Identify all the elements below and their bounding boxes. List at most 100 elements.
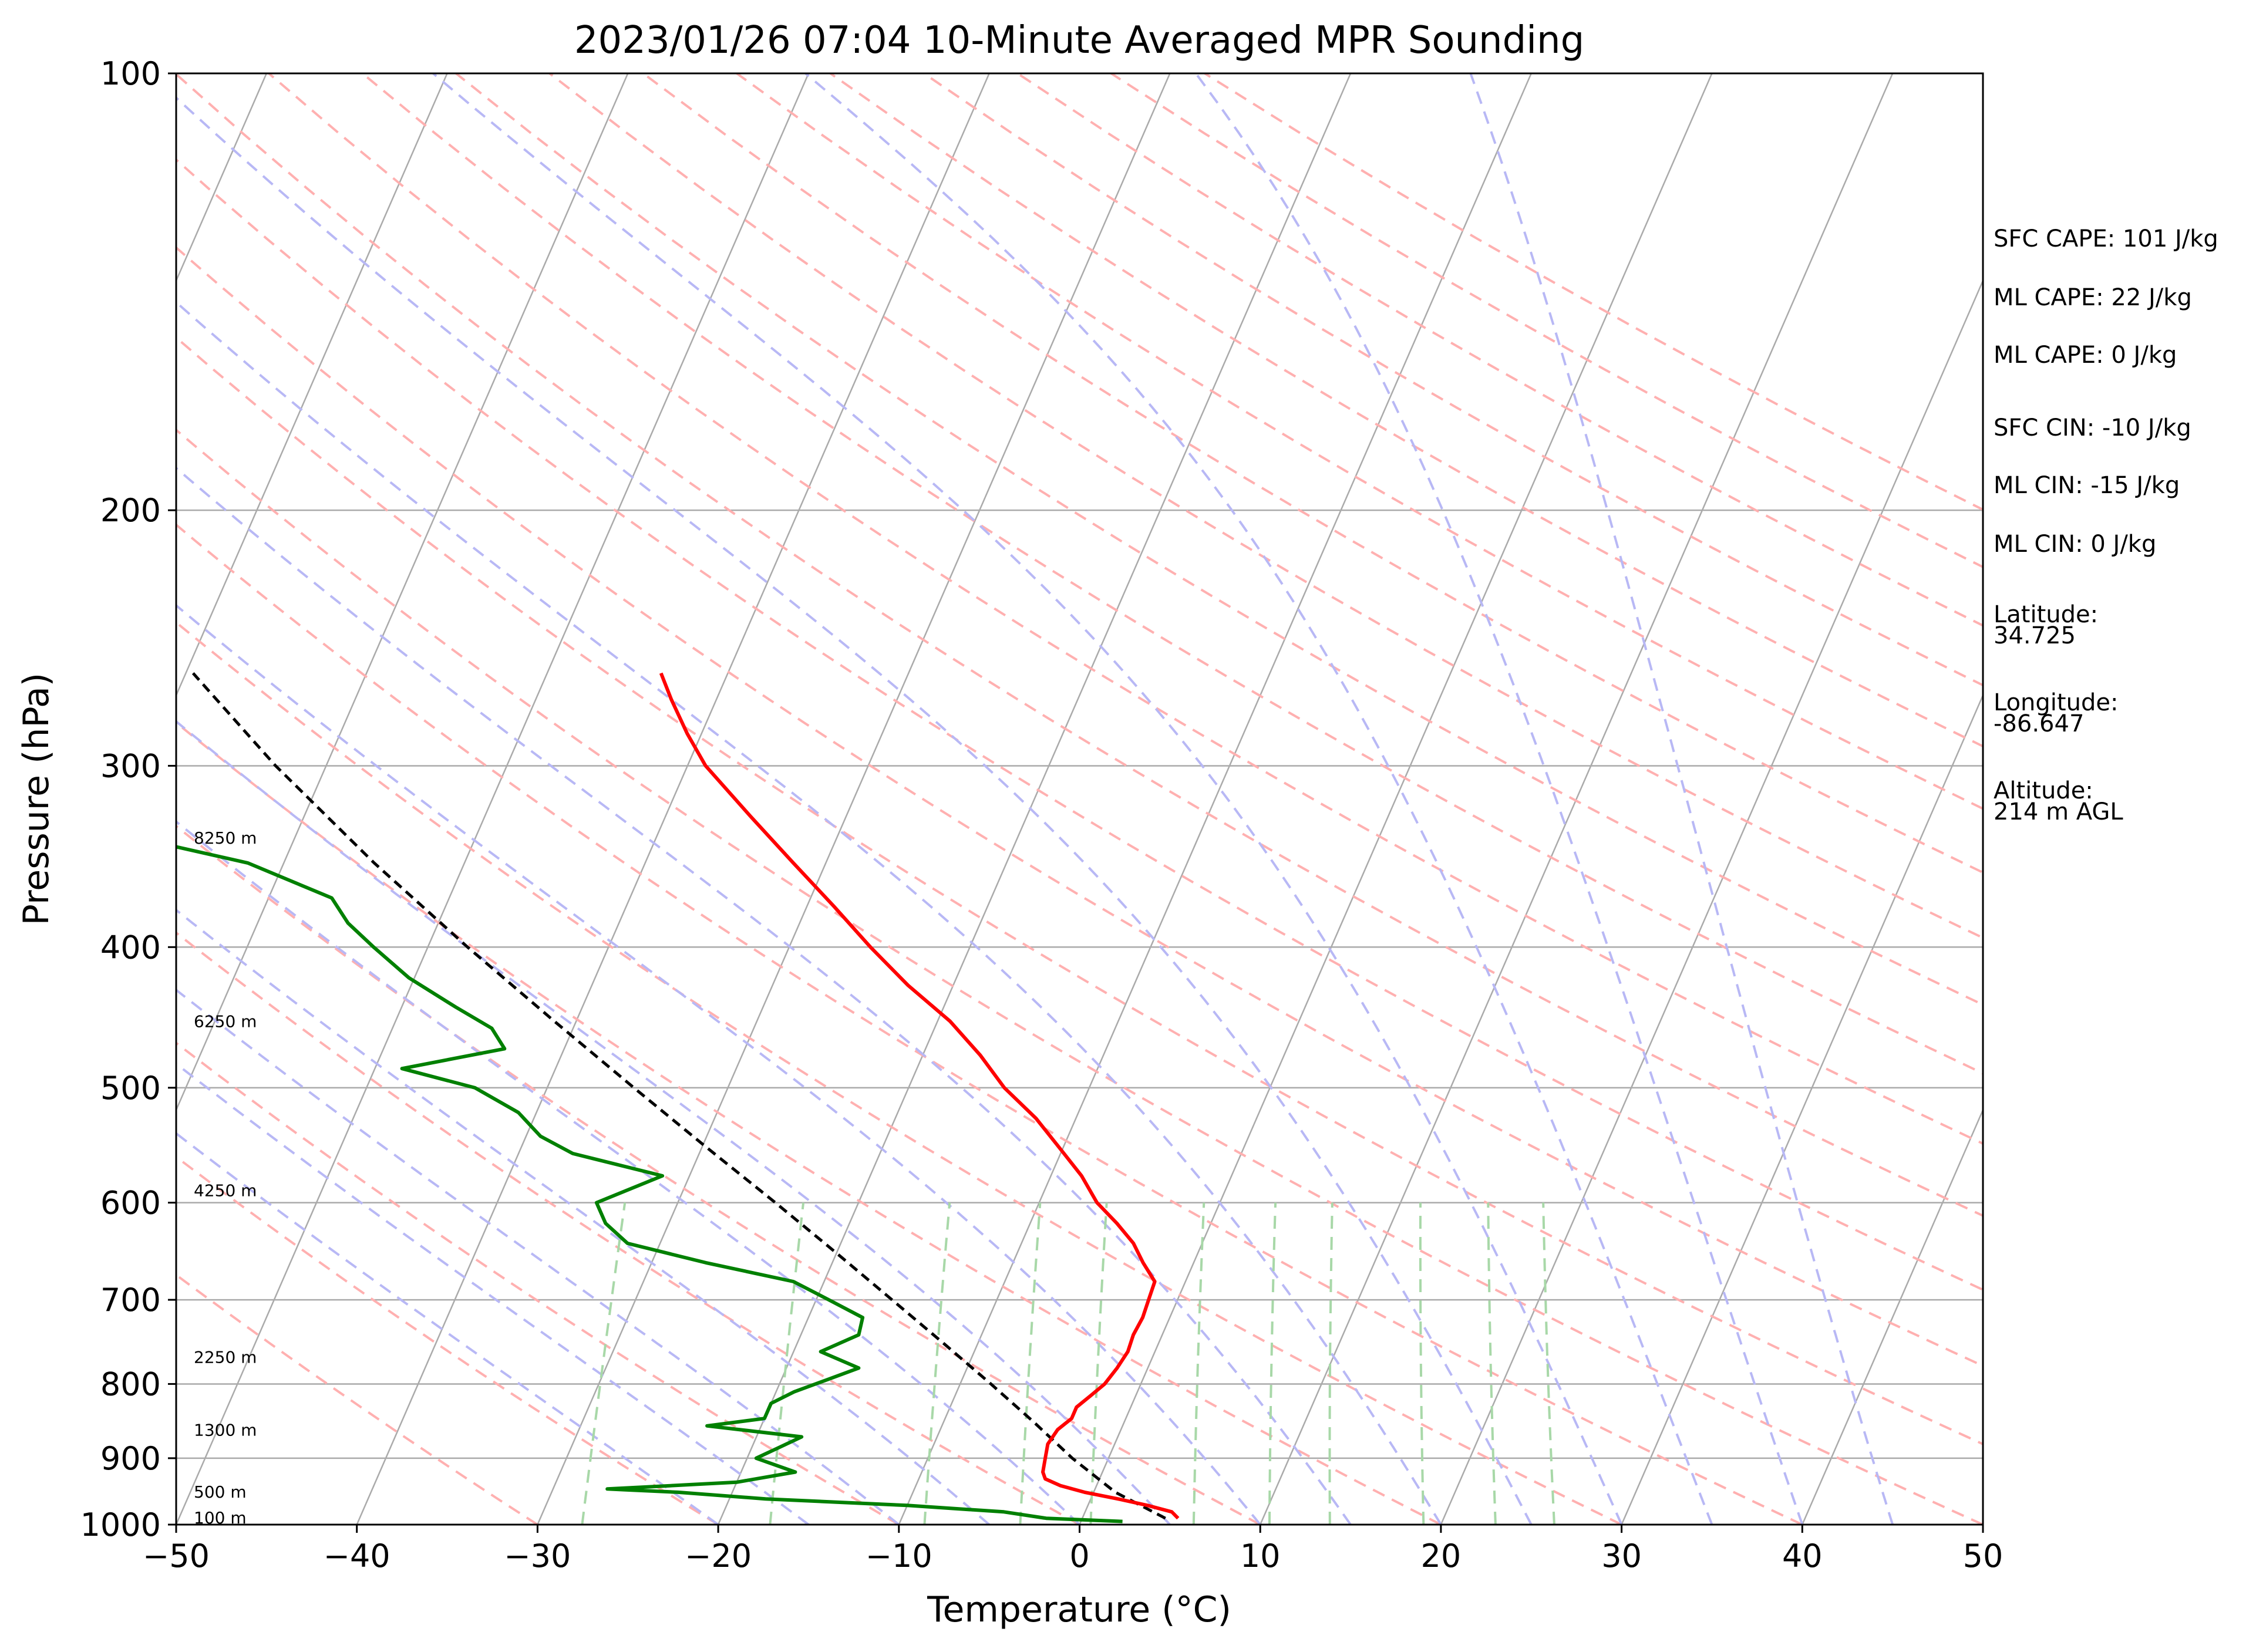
moist-adiabat <box>176 988 900 1525</box>
annotation-line: Latitude: <box>1994 601 2098 628</box>
x-axis-label: Temperature (°C) <box>927 1589 1231 1630</box>
isotherm-line <box>1802 1108 1983 1525</box>
dewpoint-line <box>176 845 1123 1523</box>
annotation-line: SFC CIN: -10 J/kg <box>1994 414 2191 441</box>
x-tick-label: −40 <box>324 1538 390 1575</box>
dry-adiabat <box>642 73 1983 874</box>
annotation-text: Altitude: 214 m AGL <box>1994 777 2123 825</box>
moist-adiabat <box>176 820 1080 1525</box>
mixing-ratio-line <box>1328 1202 1334 1525</box>
y-tick-label: 900 <box>100 1440 161 1477</box>
dry-adiabat <box>176 1155 719 1525</box>
moist-adiabat <box>176 1132 719 1525</box>
dry-adiabat <box>176 158 1983 1292</box>
moist-adiabat <box>432 73 1623 1525</box>
y-tick-label: 700 <box>100 1282 161 1319</box>
y-axis-label: Pressure (hPa) <box>16 673 57 925</box>
mixing-ratio-line <box>1487 1202 1497 1525</box>
annotation-text: ML CAPE: 22 J/kg <box>1994 284 2192 311</box>
isotherm-line <box>717 73 1352 1525</box>
height-labels: 100 m 500 m 1300 m 2250 m 4250 m 6250 m 8250 m <box>194 828 257 1528</box>
x-tick-label: 0 <box>1069 1538 1089 1575</box>
annotation-line: Longitude: <box>1994 689 2118 716</box>
isotherm-line <box>176 73 629 1112</box>
y-tick-label: 600 <box>100 1185 161 1222</box>
plot-frame <box>175 72 1984 1526</box>
temperature-line <box>659 672 1180 1520</box>
moist-adiabat <box>176 604 1261 1525</box>
height-label: 6250 m <box>194 1012 257 1031</box>
y-tick-label: 800 <box>100 1366 161 1402</box>
isotherm-line <box>1440 279 1983 1525</box>
x-tick-label: 10 <box>1240 1538 1281 1575</box>
x-tick-label: 50 <box>1963 1538 2004 1575</box>
annotations-panel: SFC CAPE: 101 J/kg ML CAPE: 22 J/kg ML CAP… <box>1994 225 2218 825</box>
mixing-ratio-line <box>581 1202 627 1525</box>
mixing-ratio-line <box>923 1202 951 1525</box>
y-tick-label: 400 <box>100 929 161 966</box>
mixing-ratio-line <box>1019 1202 1042 1525</box>
moist-adiabat <box>1194 73 1804 1525</box>
dry-adiabat <box>176 523 1803 1525</box>
y-tick-label: 200 <box>100 492 161 529</box>
isotherm-line <box>1260 73 1894 1525</box>
height-label: 4250 m <box>194 1181 257 1201</box>
moist-adiabat <box>804 73 1713 1525</box>
isotherm-line <box>356 73 990 1525</box>
x-tick-label: −10 <box>866 1538 932 1575</box>
dry-adiabat <box>176 931 1080 1525</box>
y-tick-label: 300 <box>100 747 161 784</box>
mixing-ratio-line <box>769 1202 805 1525</box>
y-tick-label: 100 <box>100 55 161 92</box>
moist-adiabat <box>176 1062 810 1525</box>
parcel-path-line <box>191 672 1166 1520</box>
isotherm-line <box>537 73 1171 1525</box>
moist-adiabat <box>176 466 1352 1525</box>
height-label: 100 m <box>194 1508 247 1528</box>
annotation-line: ML CAPE: 22 J/kg <box>1994 284 2192 311</box>
annotation-text: SFC CIN: -10 J/kg <box>1994 414 2191 441</box>
height-label: 1300 m <box>194 1420 257 1439</box>
annotation-text: ML CAPE: 0 J/kg <box>1994 342 2177 369</box>
isotherm-line <box>1079 73 1713 1525</box>
x-tick-label: 40 <box>1782 1538 1823 1575</box>
x-tick-label: −50 <box>143 1538 210 1575</box>
dry-adiabat <box>176 721 1442 1525</box>
annotation-line: -86.647 <box>1994 710 2084 737</box>
mixing-ratio-line <box>1268 1202 1277 1525</box>
dry-adiabat <box>176 246 1983 1367</box>
annotation-text: Latitude: 34.725 <box>1994 601 2098 649</box>
mixing-ratio-line <box>1089 1202 1108 1525</box>
dry-adiabat <box>548 73 1983 939</box>
dry-adiabat <box>268 73 1983 1145</box>
dry-adiabat <box>829 73 1983 748</box>
annotation-line: SFC CAPE: 101 J/kg <box>1994 225 2218 252</box>
dry-adiabat <box>176 336 1983 1446</box>
moist-adiabat <box>176 96 1533 1525</box>
height-label: 8250 m <box>194 828 257 848</box>
dry-adiabat <box>736 73 1983 810</box>
moist-adiabat <box>1469 73 1894 1525</box>
x-tick-label: −20 <box>685 1538 752 1575</box>
isotherm-line <box>1621 693 1983 1525</box>
annotation-text: ML CIN: -15 J/kg <box>1994 472 2180 499</box>
profiles <box>176 672 1180 1523</box>
dry-adiabat <box>176 824 1261 1525</box>
x-tick-label: 20 <box>1421 1538 1462 1575</box>
annotation-text: ML CIN: 0 J/kg <box>1994 531 2156 558</box>
isotherm-line <box>176 73 810 1525</box>
dry-adiabat <box>361 73 1983 1075</box>
chart-title: 2023/01/26 07:04 10-Minute Averaged MPR … <box>574 19 1584 62</box>
dry-adiabat <box>176 428 1983 1525</box>
axis-ticks: −50 −40 −30 −20 −10 0 10 20 30 40 50 1000 900 800 700 6… <box>80 55 2004 1575</box>
moist-adiabat <box>176 908 991 1525</box>
height-label: 2250 m <box>194 1347 257 1367</box>
annotation-line: ML CAPE: 0 J/kg <box>1994 342 2177 369</box>
annotation-line: 34.725 <box>1994 622 2076 649</box>
annotation-line: ML CIN: -15 J/kg <box>1994 472 2180 499</box>
height-label: 500 m <box>194 1482 247 1502</box>
y-tick-label: 500 <box>100 1070 161 1107</box>
y-tick-label: 1000 <box>80 1506 161 1543</box>
